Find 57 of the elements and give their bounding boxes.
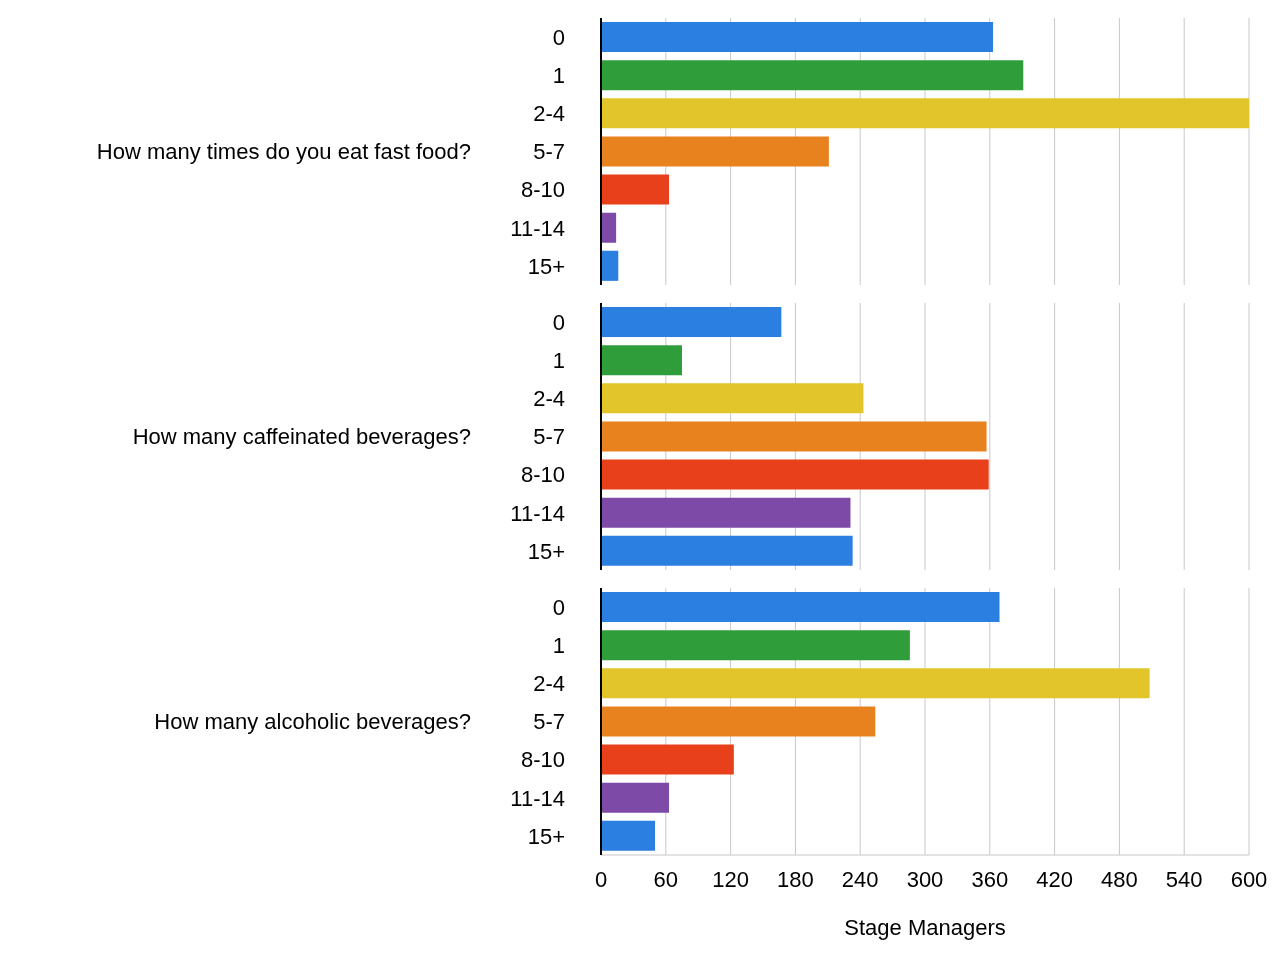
bar xyxy=(601,421,987,452)
bar xyxy=(601,345,682,376)
x-tick-label: 180 xyxy=(777,866,814,892)
y-tick-label: 5-7 xyxy=(533,424,565,450)
bar xyxy=(601,668,1150,699)
bar xyxy=(601,820,655,851)
bar xyxy=(601,250,619,281)
x-axis-title: Stage Managers xyxy=(844,915,1006,940)
y-tick-label: 15+ xyxy=(527,253,565,279)
bar xyxy=(601,706,876,737)
x-tick-label: 60 xyxy=(653,866,679,892)
x-tick-label: 420 xyxy=(1036,866,1073,892)
x-tick-label: 600 xyxy=(1230,866,1268,892)
y-tick-label: 8-10 xyxy=(520,177,565,203)
y-tick-label: 2-4 xyxy=(533,386,565,412)
y-tick-label: 0 xyxy=(552,24,565,50)
bar xyxy=(601,535,853,566)
y-tick-label: 11-14 xyxy=(510,500,565,526)
y-tick-label: 15+ xyxy=(527,823,565,849)
y-tick-label: 1 xyxy=(552,633,565,659)
y-tick-label: 8-10 xyxy=(520,747,565,773)
y-tick-label: 11-14 xyxy=(510,215,565,241)
y-axis-title: How many alcoholic beverages? xyxy=(154,709,471,735)
x-tick-label: 480 xyxy=(1101,866,1138,892)
bar xyxy=(601,60,1024,91)
y-axis-title: How many caffeinated beverages? xyxy=(132,424,471,450)
bar xyxy=(601,174,670,205)
x-tick-label: 360 xyxy=(971,866,1009,892)
bar xyxy=(601,383,864,414)
bar xyxy=(601,136,829,167)
bar xyxy=(601,782,670,813)
y-tick-label: 5-7 xyxy=(533,709,565,735)
y-tick-label: 5-7 xyxy=(533,139,565,165)
x-tick-label: 240 xyxy=(841,866,879,892)
y-tick-label: 1 xyxy=(552,63,565,89)
bar xyxy=(601,98,1249,129)
x-tick-label: 0 xyxy=(594,866,608,892)
y-tick-label: 2-4 xyxy=(533,671,565,697)
x-tick-label: 300 xyxy=(906,866,944,892)
bar xyxy=(601,592,1000,622)
y-tick-label: 0 xyxy=(552,594,565,620)
x-tick-label: 120 xyxy=(712,866,749,892)
y-axis-title: How many times do you eat fast food? xyxy=(96,139,471,165)
bar xyxy=(601,630,910,661)
bar xyxy=(601,212,617,243)
bar xyxy=(601,497,851,528)
y-tick-label: 2-4 xyxy=(533,101,565,127)
bar xyxy=(601,459,989,490)
y-tick-label: 0 xyxy=(552,309,565,335)
bar xyxy=(601,307,782,337)
y-tick-label: 11-14 xyxy=(510,785,565,811)
y-tick-label: 8-10 xyxy=(520,462,565,488)
bar xyxy=(601,22,994,52)
y-tick-label: 1 xyxy=(552,348,565,374)
bar xyxy=(601,744,734,775)
x-tick-label: 540 xyxy=(1165,866,1203,892)
y-tick-label: 15+ xyxy=(527,538,565,564)
